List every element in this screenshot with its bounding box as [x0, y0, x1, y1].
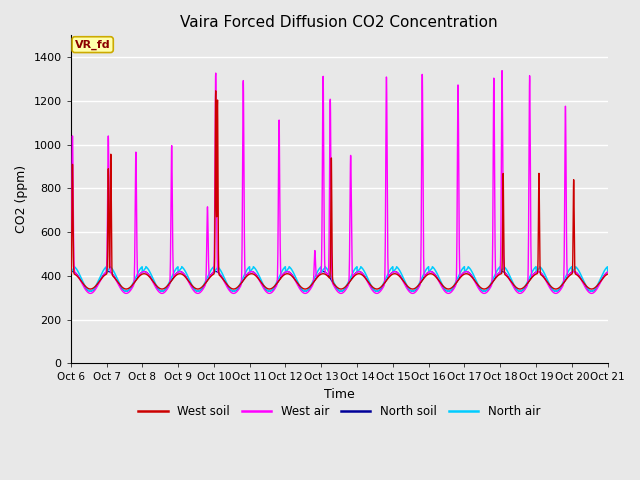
- Legend: West soil, West air, North soil, North air: West soil, West air, North soil, North a…: [134, 401, 545, 423]
- X-axis label: Time: Time: [324, 388, 355, 401]
- Y-axis label: CO2 (ppm): CO2 (ppm): [15, 165, 28, 233]
- Text: VR_fd: VR_fd: [75, 39, 111, 50]
- Title: Vaira Forced Diffusion CO2 Concentration: Vaira Forced Diffusion CO2 Concentration: [180, 15, 498, 30]
